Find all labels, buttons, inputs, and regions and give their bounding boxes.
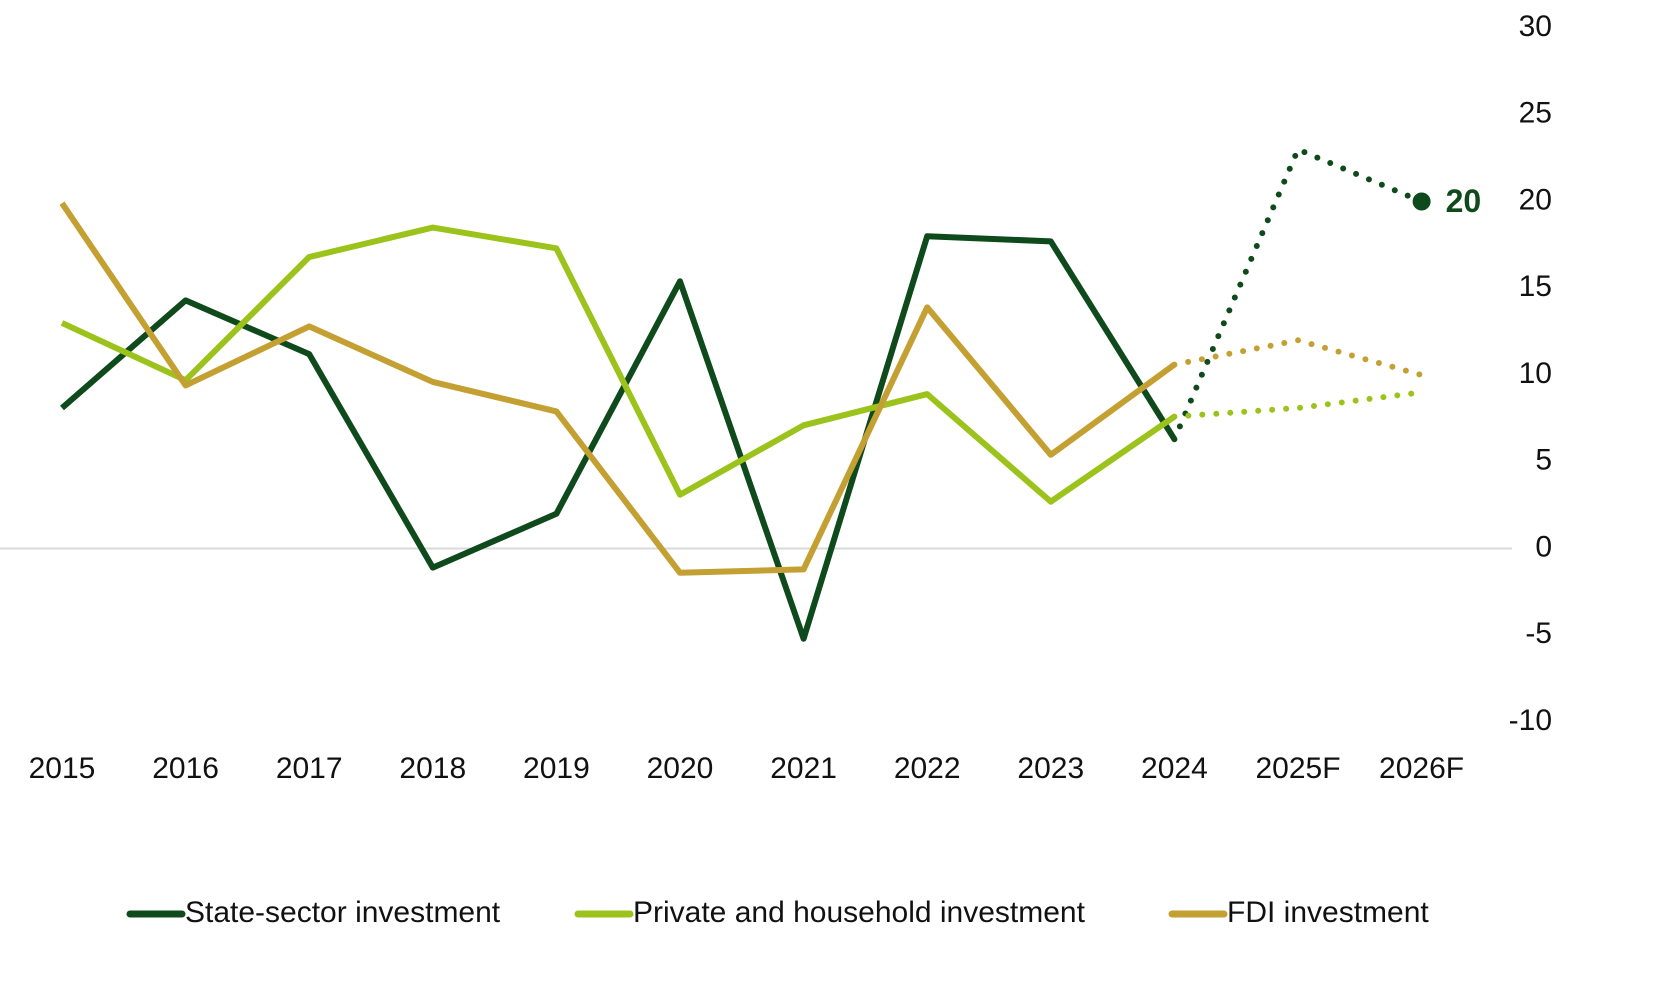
x-tick-label: 2018 xyxy=(399,752,466,785)
x-tick-label: 2021 xyxy=(770,752,837,785)
line xyxy=(59,201,1177,576)
y-tick-label: -10 xyxy=(1509,704,1552,737)
y-tick-label: 5 xyxy=(1535,444,1552,477)
x-tick-label: 2024 xyxy=(1141,752,1208,785)
end-marker xyxy=(1412,192,1431,211)
x-tick-label: 2025F xyxy=(1255,752,1340,785)
y-tick-label: 30 xyxy=(1519,10,1552,43)
x-tick-label: 2023 xyxy=(1017,752,1084,785)
data-label: 20 xyxy=(1446,183,1482,219)
y-tick-label: 10 xyxy=(1519,357,1552,390)
legend-label: State-sector investment xyxy=(185,896,501,929)
y-tick-label: 25 xyxy=(1519,97,1552,130)
forecast-line xyxy=(1171,337,1425,378)
legend-label: FDI investment xyxy=(1227,896,1429,929)
y-tick-label: 0 xyxy=(1535,530,1552,563)
x-tick-label: 2022 xyxy=(894,752,961,785)
forecast-line xyxy=(1171,146,1425,443)
x-tick-label: 2020 xyxy=(647,752,714,785)
legend-label: Private and household investment xyxy=(633,896,1086,929)
line xyxy=(60,224,1177,505)
forecast-line xyxy=(1171,389,1425,420)
x-tick-label: 2026F xyxy=(1379,752,1464,785)
x-tick-label: 2015 xyxy=(29,752,96,785)
line xyxy=(60,233,1177,642)
x-tick-label: 2016 xyxy=(152,752,219,785)
y-tick-label: -5 xyxy=(1525,617,1552,650)
x-tick-label: 2019 xyxy=(523,752,590,785)
x-tick-label: 2017 xyxy=(276,752,343,785)
y-tick-label: 20 xyxy=(1519,183,1552,216)
y-tick-label: 15 xyxy=(1519,270,1552,303)
